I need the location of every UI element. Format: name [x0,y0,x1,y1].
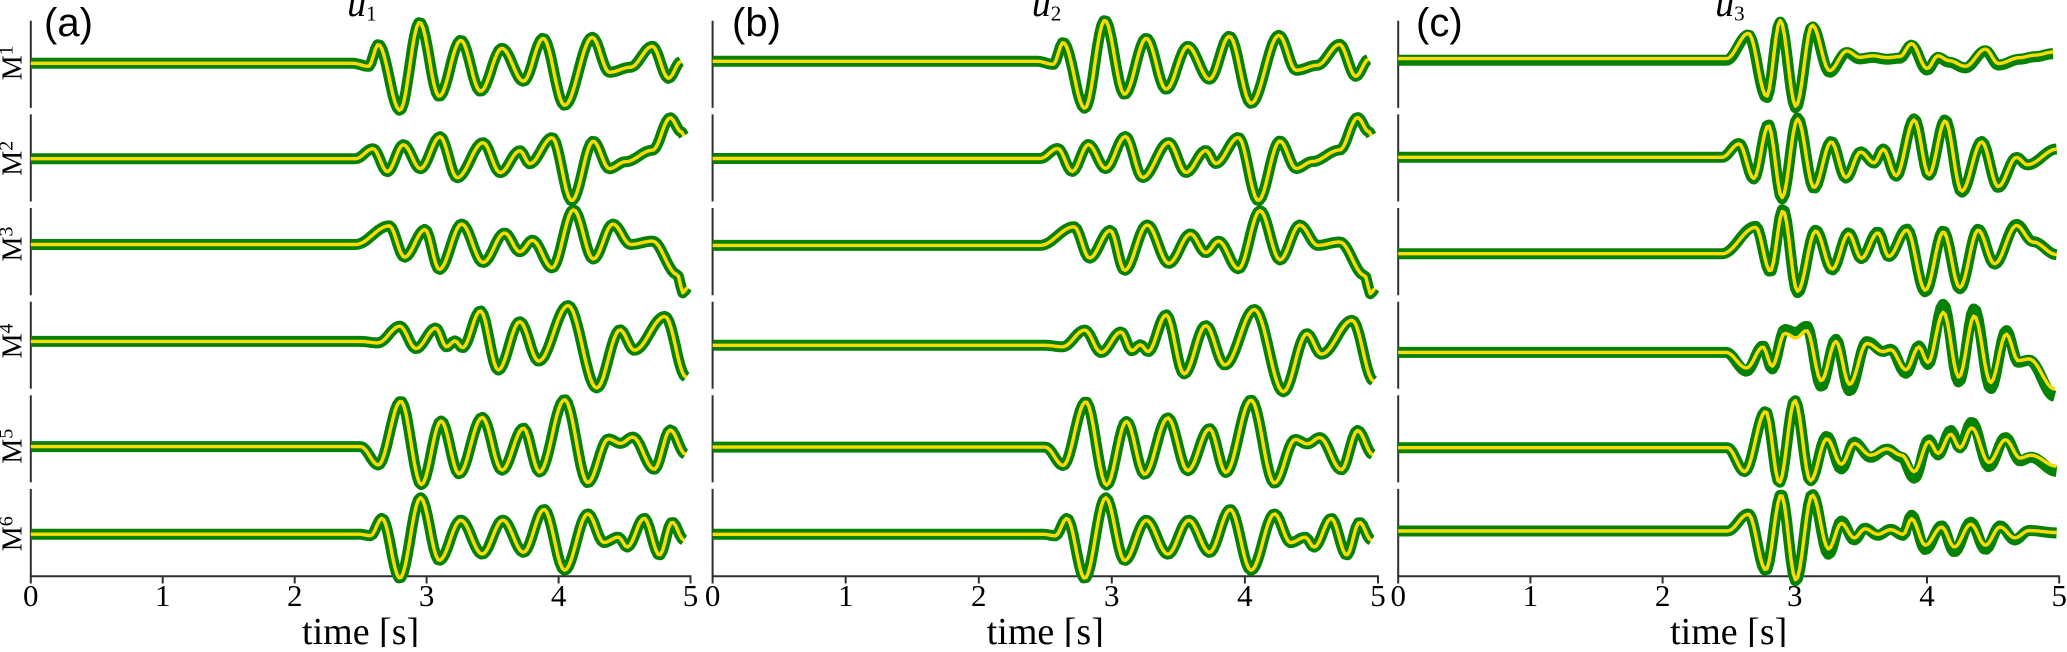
svg-text:time [s]: time [s] [302,611,419,647]
svg-text:u2: u2 [1032,0,1062,26]
svg-text:2: 2 [1655,578,1671,613]
svg-text:1: 1 [1523,578,1539,613]
svg-text:1: 1 [155,578,171,613]
svg-text:5: 5 [1370,578,1386,613]
svg-text:0: 0 [705,578,721,613]
svg-text:2: 2 [287,578,303,613]
svg-text:4: 4 [551,578,567,613]
svg-text:4: 4 [1237,578,1253,613]
svg-text:5: 5 [683,578,699,613]
svg-text:4: 4 [1919,578,1935,613]
svg-text:2: 2 [971,578,987,613]
svg-text:5: 5 [2051,578,2067,613]
svg-text:time [s]: time [s] [987,611,1104,647]
svg-text:1: 1 [838,578,854,613]
svg-text:(b): (b) [732,1,781,45]
svg-text:3: 3 [1787,578,1803,613]
svg-text:(c): (c) [1416,1,1463,45]
svg-text:u1: u1 [347,0,377,26]
svg-text:u3: u3 [1715,0,1745,26]
svg-text:3: 3 [1104,578,1120,613]
svg-text:time [s]: time [s] [1670,611,1787,647]
svg-text:0: 0 [1390,578,1406,613]
svg-text:0: 0 [23,578,39,613]
svg-text:3: 3 [419,578,435,613]
svg-text:(a): (a) [44,1,93,45]
